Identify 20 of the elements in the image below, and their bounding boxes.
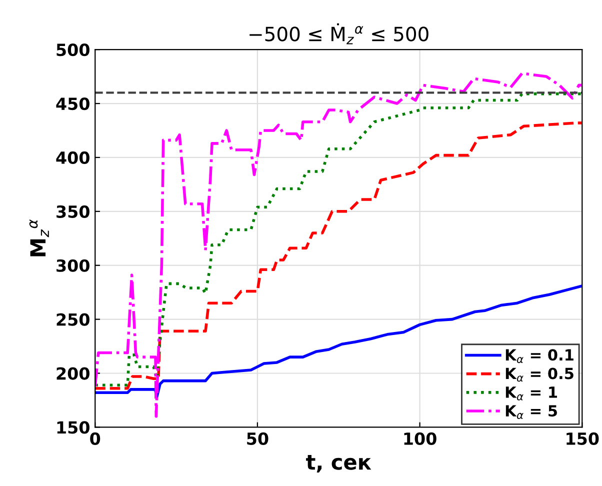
legend-label: K$_{α}$ = 0.5 <box>506 368 574 382</box>
y-tick-label: 450 <box>56 97 90 110</box>
x-axis-title: t, сек <box>306 454 372 473</box>
y-tick-label: 500 <box>56 44 90 56</box>
chart-title: −500 ≤ Ṁ$_{z}$$^{α}$ ≤ 500 <box>250 23 428 44</box>
y-axis-title: M$_{z}$$^{α}$ <box>29 219 49 256</box>
y-tick-label: 300 <box>56 259 90 272</box>
y-tick-label: 250 <box>56 313 90 326</box>
x-tick-label: 100 <box>404 432 436 445</box>
y-tick-label: 350 <box>56 205 90 218</box>
line-series <box>95 284 582 398</box>
y-tick-label: 150 <box>57 421 90 434</box>
x-tick-label: 150 <box>566 432 599 445</box>
y-tick-label: 400 <box>56 151 90 164</box>
legend-label: K$_{α}$ = 0.1 <box>506 349 574 364</box>
x-tick-label: 0 <box>90 432 100 445</box>
legend-label: K$_{α}$ = 5 <box>506 405 557 419</box>
y-tick-label: 200 <box>56 367 90 380</box>
x-tick-label: 50 <box>247 432 268 445</box>
legend-label: K$_{α}$ = 1 <box>506 386 557 400</box>
